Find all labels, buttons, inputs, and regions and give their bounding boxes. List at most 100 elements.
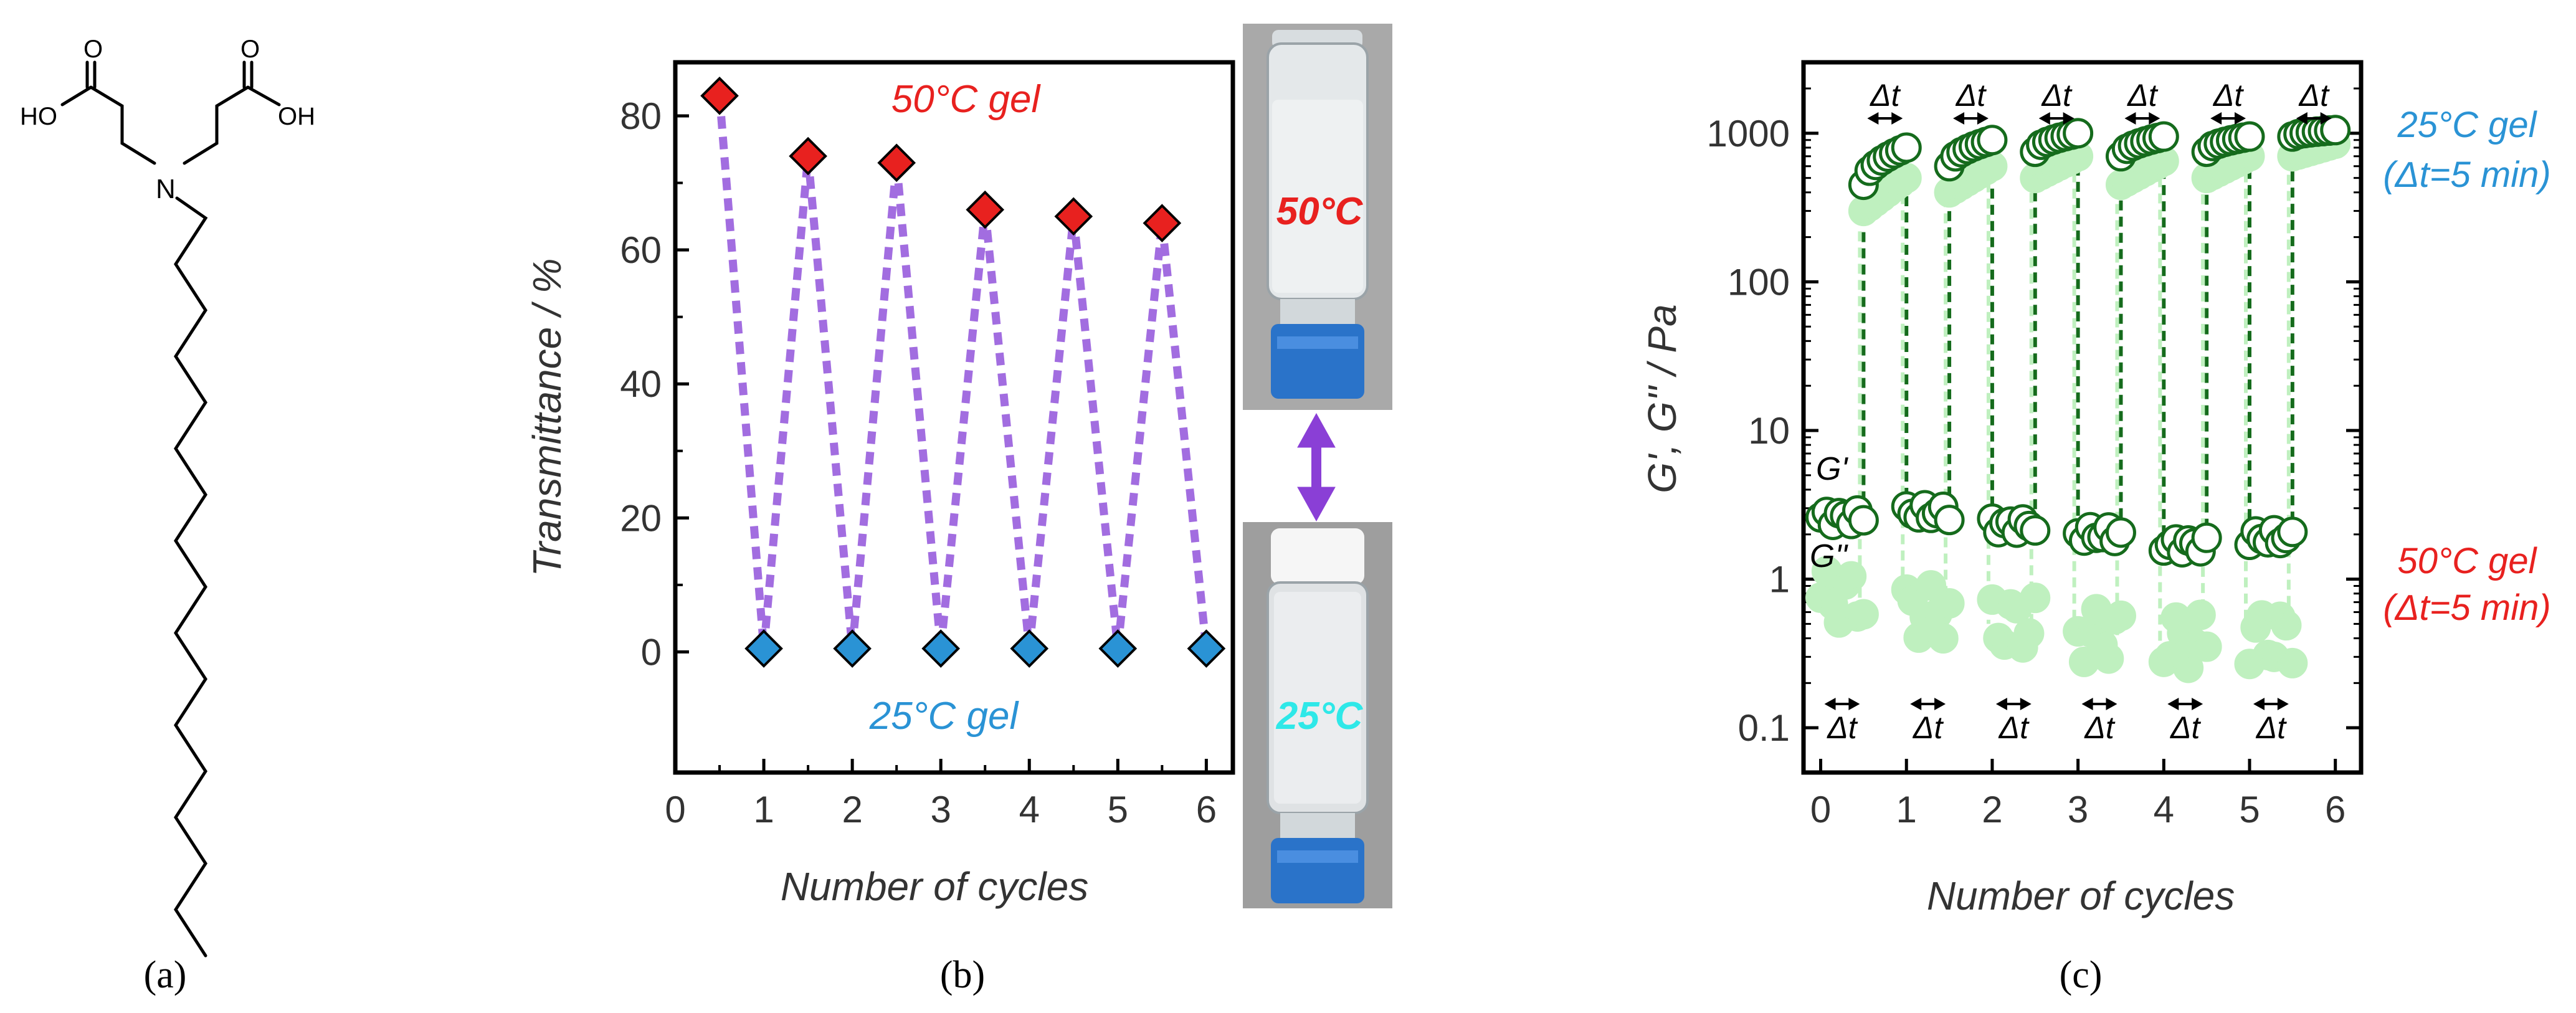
delta-t-label-top: Δt: [2299, 78, 2331, 113]
atom-o-right: O: [240, 36, 260, 63]
delta-t-arrow-top-head: [1953, 112, 1965, 125]
marker-g-prime-50c: [2105, 517, 2136, 548]
atom-o-left: O: [83, 36, 103, 63]
zigzag-connector: [1025, 216, 1078, 649]
marker-g-double-prime-50c: [2093, 643, 2124, 674]
delta-t-arrow-bottom-head: [2106, 698, 2117, 710]
delta-t-arrow-bottom-head: [2192, 698, 2203, 710]
double-headed-arrow: [1297, 412, 1336, 522]
panel-a-label: (a): [144, 954, 187, 996]
x-tick-label: 2: [1982, 789, 2002, 830]
y-tick-label: 1000: [1707, 113, 1790, 155]
marker-25c-gel: [921, 629, 961, 668]
marker-g-double-prime-50c: [1934, 587, 1965, 619]
marker-g-prime-50c: [2191, 522, 2222, 553]
y-tick-label: 40: [620, 363, 662, 405]
delta-t-arrow-bottom-head: [2253, 698, 2265, 710]
delta-t-arrow-top-head: [1867, 112, 1879, 125]
marker-25c-gel: [1010, 629, 1049, 668]
x-tick-label: 3: [931, 789, 951, 830]
y-tick-label: 0: [641, 631, 662, 673]
chart-c-delta-t-markers: Δt Δt Δt Δt Δt Δt Δt Δt Δt Δt Δt Δt: [1824, 78, 2332, 745]
chart-c-ylabel: G', G'' / Pa: [1640, 304, 1685, 493]
x-tick-label: 2: [842, 789, 862, 830]
vial-photo-bottom: 25°C: [1243, 522, 1392, 908]
marker-50c-gel: [966, 190, 1005, 229]
x-tick-label: 5: [2239, 789, 2260, 830]
delta-t-label-top: Δt: [1956, 78, 1987, 113]
marker-g-double-prime-50c: [2271, 610, 2302, 641]
series-label-50c-gel: 50°C gel: [891, 78, 1042, 121]
annotation-25c-gel: 25°C gel: [2397, 105, 2537, 145]
delta-t-arrow-top-head: [2296, 112, 2307, 125]
chart-b-ylabel: Transmittance / %: [525, 259, 569, 577]
delta-t-label-bottom: Δt: [1999, 710, 2030, 745]
delta-t-label-bottom: Δt: [2170, 710, 2202, 745]
x-tick-label: 0: [1810, 789, 1831, 830]
delta-t-label-bottom: Δt: [1913, 710, 1944, 745]
delta-t-label-top: Δt: [2213, 78, 2245, 113]
marker-g-double-prime-50c: [1848, 599, 1879, 630]
delta-t-arrow-bottom-head: [1934, 698, 1946, 710]
delta-t-arrow-top-head: [2235, 112, 2246, 125]
delta-t-arrow-top-head: [2124, 112, 2136, 125]
marker-g-double-prime-50c: [2013, 618, 2045, 649]
y-tick-label: 80: [620, 95, 662, 137]
zigzag-connector: [892, 162, 945, 649]
marker-25c-gel: [833, 629, 872, 668]
delta-t-arrow-top-head: [2149, 112, 2160, 125]
marker-g-prime-25c: [1977, 125, 2008, 156]
atom-ho-left: HO: [20, 103, 57, 130]
x-tick-label: 0: [665, 789, 685, 830]
delta-t-arrow-bottom-head: [2167, 698, 2179, 710]
marker-g-prime-50c: [1934, 505, 1965, 536]
delta-t-arrow-bottom-head: [1995, 698, 2007, 710]
delta-t-arrow-bottom-head: [1848, 698, 1860, 710]
marker-g-prime-25c: [2148, 121, 2179, 152]
y-tick-label: 1: [1769, 559, 1790, 601]
chart-c-ticks: 0 1 2 3 4 5 6 0.1 1 10 100 1000: [1707, 87, 2361, 830]
y-tick-label: 100: [1728, 261, 1790, 303]
panel-c-label: (c): [2060, 954, 2103, 996]
zigzag-connector: [1069, 216, 1122, 649]
delta-t-arrow-bottom-head: [2277, 698, 2289, 710]
x-tick-label: 6: [1196, 789, 1217, 830]
x-tick-label: 4: [2154, 789, 2174, 830]
chemical-structure: [60, 60, 281, 958]
delta-t-label-top: Δt: [2041, 78, 2073, 113]
delta-t-label-bottom: Δt: [2256, 710, 2288, 745]
delta-t-arrow-top-head: [2210, 112, 2222, 125]
zigzag-connector: [981, 209, 1034, 649]
x-tick-label: 1: [1896, 789, 1917, 830]
marker-g-double-prime-50c: [1927, 623, 1959, 654]
series-label-25c-gel: 25°C gel: [869, 695, 1020, 738]
delta-t-arrow-bottom-head: [2081, 698, 2093, 710]
marker-g-double-prime-50c: [2105, 600, 2136, 631]
delta-t-arrow-top-head: [2038, 112, 2050, 125]
delta-t-arrow-top-head: [2063, 112, 2075, 125]
marker-50c-gel: [1143, 204, 1182, 242]
zigzag-connector: [1113, 222, 1166, 649]
label-g-double-prime: G'': [1810, 538, 1848, 574]
marker-g-double-prime-50c: [1836, 561, 1867, 592]
marker-g-double-prime-50c: [2020, 583, 2051, 614]
marker-25c-gel: [744, 629, 783, 668]
annotation-25c-dt: (Δt=5 min): [2383, 155, 2550, 195]
marker-g-prime-25c: [1891, 132, 1922, 163]
y-tick-label: 20: [620, 497, 662, 539]
marker-50c-gel: [1054, 197, 1093, 236]
marker-g-prime-25c: [2234, 121, 2265, 152]
vial-top-label: 50°C: [1276, 190, 1364, 233]
marker-25c-gel: [1187, 629, 1226, 668]
chart-b-xlabel: Number of cycles: [781, 864, 1088, 909]
delta-t-arrow-bottom-head: [1824, 698, 1836, 710]
structure-atom-labels: O O HO OH N: [20, 36, 315, 204]
x-tick-label: 4: [1019, 789, 1040, 830]
zigzag-connector: [759, 155, 812, 649]
x-tick-label: 1: [753, 789, 774, 830]
marker-g-double-prime-50c: [2191, 631, 2222, 662]
